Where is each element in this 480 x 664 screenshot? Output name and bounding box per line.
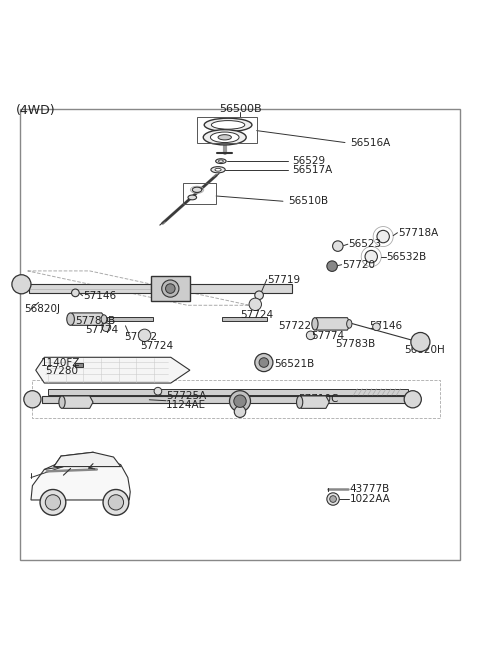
Text: 56517A: 56517A	[292, 165, 333, 175]
Ellipse shape	[67, 313, 74, 325]
Ellipse shape	[101, 315, 107, 323]
Circle shape	[249, 298, 262, 311]
Text: 43777B: 43777B	[350, 485, 390, 495]
Bar	[29, 284, 151, 293]
Polygon shape	[316, 317, 351, 330]
Text: 56820J: 56820J	[24, 304, 60, 314]
Text: 1140FZ: 1140FZ	[41, 359, 80, 369]
Text: 56500B: 56500B	[219, 104, 261, 114]
Text: 57724: 57724	[240, 310, 273, 320]
Circle shape	[162, 280, 179, 297]
Text: 57720: 57720	[342, 260, 375, 270]
Ellipse shape	[218, 160, 223, 162]
Circle shape	[377, 230, 389, 243]
Text: 57146: 57146	[83, 291, 116, 301]
Circle shape	[24, 390, 41, 408]
Ellipse shape	[192, 187, 202, 193]
Bar	[48, 389, 408, 395]
Circle shape	[255, 291, 264, 299]
Ellipse shape	[312, 317, 318, 330]
Bar	[42, 396, 405, 402]
Text: 56523: 56523	[348, 239, 382, 249]
Text: 57725A: 57725A	[166, 391, 206, 402]
Text: 57718A: 57718A	[398, 228, 438, 238]
Polygon shape	[301, 396, 329, 408]
Circle shape	[372, 323, 380, 331]
Circle shape	[229, 390, 251, 412]
Bar	[108, 317, 153, 321]
Circle shape	[327, 493, 339, 505]
Text: 56521B: 56521B	[275, 359, 314, 369]
Polygon shape	[31, 457, 130, 500]
Circle shape	[166, 284, 175, 293]
Text: 57722: 57722	[124, 332, 157, 342]
Text: 57774: 57774	[85, 325, 118, 335]
Circle shape	[365, 250, 377, 263]
Ellipse shape	[215, 168, 221, 171]
Circle shape	[259, 358, 269, 367]
Text: (4WD): (4WD)	[16, 104, 55, 117]
Circle shape	[330, 496, 336, 503]
Text: 57146: 57146	[369, 321, 402, 331]
Circle shape	[306, 331, 315, 339]
Polygon shape	[36, 357, 190, 383]
Ellipse shape	[218, 135, 231, 140]
Circle shape	[234, 406, 246, 418]
Text: 57719: 57719	[268, 274, 301, 284]
Text: 57724: 57724	[140, 341, 173, 351]
Text: 57710C: 57710C	[298, 394, 338, 404]
Bar	[151, 276, 190, 301]
Ellipse shape	[203, 129, 246, 145]
Bar	[190, 284, 292, 293]
Bar	[222, 317, 267, 321]
Text: 57783B: 57783B	[75, 316, 116, 326]
Polygon shape	[63, 396, 93, 408]
Polygon shape	[72, 313, 106, 325]
Bar	[75, 363, 83, 367]
Ellipse shape	[216, 159, 226, 163]
Text: 57783B: 57783B	[336, 339, 376, 349]
Circle shape	[404, 390, 421, 408]
Circle shape	[72, 289, 79, 297]
Text: 1124AE: 1124AE	[166, 400, 206, 410]
Circle shape	[102, 323, 111, 331]
Circle shape	[45, 495, 60, 510]
Text: 57280: 57280	[45, 366, 78, 376]
Ellipse shape	[211, 167, 225, 173]
Text: 56529: 56529	[292, 156, 325, 166]
Circle shape	[255, 353, 273, 372]
Text: 56820H: 56820H	[405, 345, 445, 355]
Circle shape	[103, 489, 129, 515]
Circle shape	[411, 333, 430, 351]
Text: 57722: 57722	[278, 321, 312, 331]
Polygon shape	[54, 452, 120, 467]
Ellipse shape	[210, 132, 239, 143]
Circle shape	[327, 261, 337, 272]
Text: 56516A: 56516A	[350, 137, 390, 147]
Circle shape	[12, 275, 31, 294]
Circle shape	[154, 387, 162, 395]
Ellipse shape	[297, 396, 303, 408]
Ellipse shape	[211, 121, 245, 129]
Text: 56532B: 56532B	[386, 252, 426, 262]
Ellipse shape	[204, 118, 252, 131]
Ellipse shape	[347, 319, 352, 328]
Circle shape	[333, 241, 343, 252]
Circle shape	[108, 495, 123, 510]
Circle shape	[234, 395, 246, 408]
Ellipse shape	[59, 396, 65, 408]
Text: 1022AA: 1022AA	[350, 494, 391, 504]
Text: 57774: 57774	[312, 331, 345, 341]
Circle shape	[40, 489, 66, 515]
Text: 56510B: 56510B	[288, 197, 328, 207]
Ellipse shape	[188, 195, 197, 200]
Circle shape	[138, 329, 151, 341]
